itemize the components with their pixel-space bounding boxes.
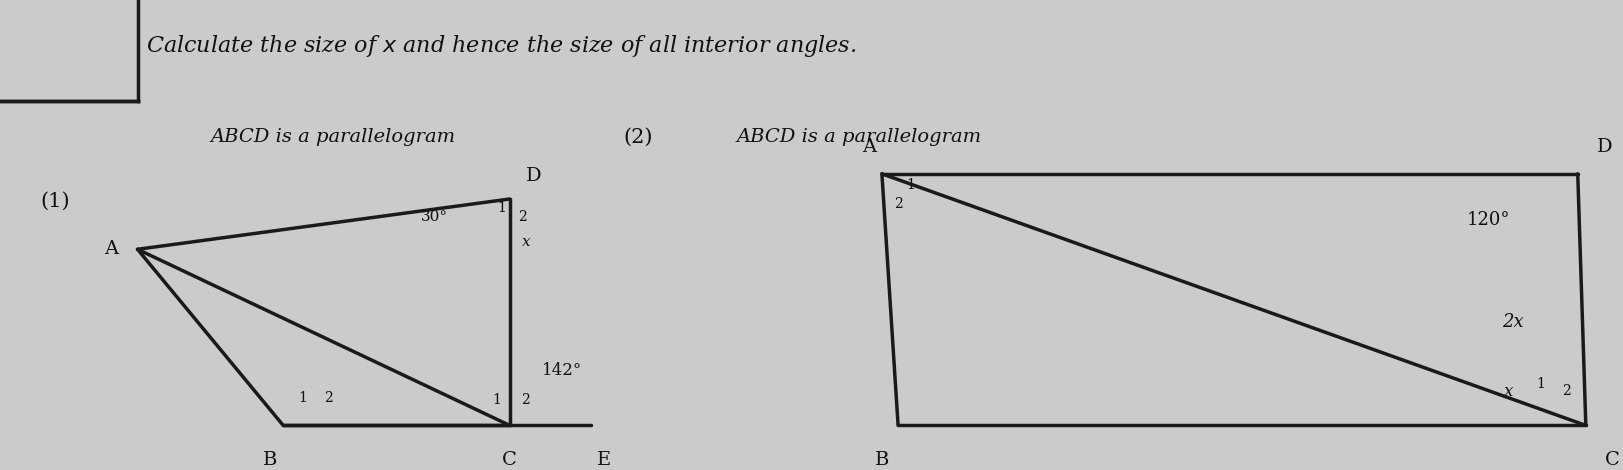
Text: 30°: 30° (420, 210, 448, 224)
Text: C: C (1605, 451, 1620, 469)
Text: 1: 1 (497, 201, 506, 215)
Text: 1: 1 (1535, 377, 1545, 391)
Text: 142°: 142° (542, 362, 583, 379)
Text: C: C (502, 451, 518, 469)
Text: B: B (263, 451, 278, 469)
Text: 1: 1 (907, 178, 915, 192)
Text: x: x (521, 235, 531, 250)
Text: (2): (2) (623, 128, 652, 147)
Text: D: D (1597, 138, 1613, 156)
Text: 120°: 120° (1467, 211, 1511, 228)
Text: 2: 2 (518, 210, 527, 224)
Text: D: D (526, 167, 542, 185)
Text: 1: 1 (299, 391, 307, 405)
Text: x: x (1503, 383, 1513, 400)
Text: 2: 2 (325, 391, 333, 405)
Text: 2x: 2x (1503, 313, 1524, 331)
Text: (1): (1) (41, 192, 70, 211)
Text: 2: 2 (1561, 384, 1571, 398)
Text: Calculate the size of $x$ and hence the size of all interior angles.: Calculate the size of $x$ and hence the … (146, 33, 855, 59)
Text: A: A (104, 240, 118, 259)
Text: 2: 2 (894, 196, 902, 211)
Text: 2: 2 (521, 393, 531, 407)
Text: E: E (597, 451, 610, 469)
Text: ABCD is a parallelogram: ABCD is a parallelogram (737, 128, 982, 146)
Text: 1: 1 (492, 393, 502, 407)
Text: B: B (875, 451, 889, 469)
Text: A: A (862, 138, 876, 156)
Text: ABCD is a parallelogram: ABCD is a parallelogram (211, 128, 456, 146)
